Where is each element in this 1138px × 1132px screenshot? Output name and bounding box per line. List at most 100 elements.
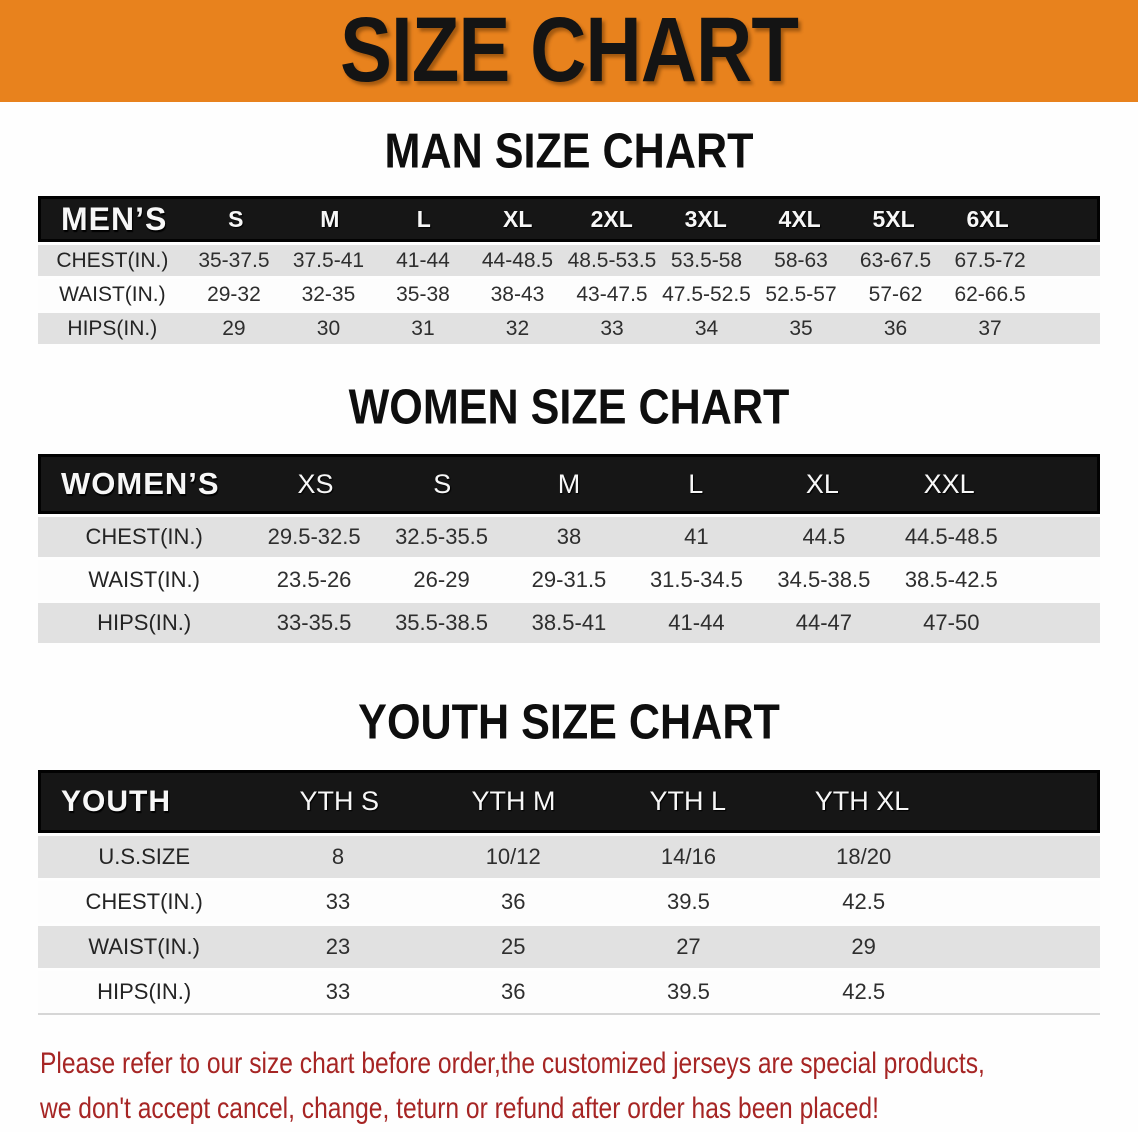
size-cell: 32 — [505, 316, 530, 340]
men-size-table: MEN’S S M L XL 2XL 3XL 4XL 5XL 6XL CHEST(IN.) 35-… — [38, 196, 1100, 344]
column-header: 6XL — [966, 205, 1009, 232]
table-row: HIPS(IN.) 29 30 31 32 33 34 35 36 37 — [38, 313, 1100, 344]
size-cell: 44-47 — [795, 610, 852, 635]
size-cell: 32.5-35.5 — [395, 524, 489, 549]
size-cell: 33 — [325, 889, 351, 914]
row-label: WAIST(IN.) — [88, 567, 200, 592]
banner: SIZE CHART — [0, 0, 1138, 102]
size-cell: 37.5-41 — [292, 248, 365, 272]
column-header: YTH L — [649, 786, 727, 816]
size-cell: 38-43 — [490, 282, 545, 306]
size-cell: 63-67.5 — [859, 248, 932, 272]
size-cell: 32-35 — [301, 282, 356, 306]
size-cell: 44.5-48.5 — [904, 524, 998, 549]
column-header: S — [433, 468, 452, 499]
size-cell: 34 — [694, 316, 719, 340]
size-cell: 23.5-26 — [276, 567, 352, 592]
column-header: YTH S — [299, 786, 380, 816]
size-cell: 29.5-32.5 — [267, 524, 361, 549]
column-header: L — [416, 205, 431, 232]
row-label: CHEST(IN.) — [85, 889, 203, 914]
row-label: CHEST(IN.) — [85, 524, 203, 549]
youth-table-rows: U.S.SIZE 8 10/12 14/16 18/20 CHEST(IN.) 33 36 39… — [38, 836, 1100, 1013]
size-cell: 26-29 — [413, 567, 470, 592]
men-header-label: MEN’S — [61, 200, 168, 237]
column-header: 5XL — [872, 205, 915, 232]
youth-size-table: YOUTH YTH S YTH M YTH L YTH XL U.S.SIZE 8 10/… — [38, 770, 1100, 1015]
column-header: YTH M — [471, 786, 556, 816]
youth-section-heading: YOUTH SIZE CHART — [358, 695, 780, 750]
column-header: M — [320, 205, 340, 232]
size-cell: 42.5 — [842, 889, 886, 914]
size-cell: 29 — [851, 934, 876, 959]
size-cell: 33-35.5 — [276, 610, 352, 635]
size-cell: 31 — [411, 316, 435, 340]
size-cell: 37 — [978, 316, 1002, 340]
row-label: WAIST(IN.) — [59, 282, 166, 306]
table-row: U.S.SIZE 8 10/12 14/16 18/20 — [38, 836, 1100, 878]
row-label: CHEST(IN.) — [56, 248, 169, 272]
size-cell: 8 — [331, 844, 345, 869]
size-cell: 36 — [500, 979, 526, 1004]
size-cell: 44-48.5 — [481, 248, 554, 272]
size-cell: 35-38 — [396, 282, 450, 306]
size-cell: 34.5-38.5 — [777, 567, 871, 592]
column-header: YTH XL — [814, 786, 910, 816]
size-cell: 36 — [500, 889, 526, 914]
women-section-heading: WOMEN SIZE CHART — [348, 380, 790, 435]
size-cell: 29-31.5 — [531, 567, 607, 592]
table-row: HIPS(IN.) 33 36 39.5 42.5 — [38, 971, 1100, 1013]
youth-header-label: YOUTH — [61, 784, 171, 818]
column-header: XXL — [923, 468, 975, 499]
men-section-heading: MAN SIZE CHART — [384, 124, 754, 179]
row-label: HIPS(IN.) — [67, 316, 158, 340]
women-header-label: WOMEN’S — [61, 466, 220, 501]
table-row: CHEST(IN.) 33 36 39.5 42.5 — [38, 881, 1100, 923]
table-row: WAIST(IN.) 23 25 27 29 — [38, 926, 1100, 968]
column-header: 4XL — [778, 205, 821, 232]
size-cell: 38.5-42.5 — [904, 567, 998, 592]
youth-table-header-bar: YOUTH YTH S YTH M YTH L YTH XL — [38, 770, 1100, 833]
column-header: L — [688, 468, 704, 499]
size-cell: 31.5-34.5 — [649, 567, 743, 592]
size-cell: 47.5-52.5 — [662, 282, 751, 306]
size-cell: 29-32 — [207, 282, 261, 306]
table-row: WAIST(IN.) 29-32 32-35 35-38 38-43 43-47.5 47.… — [38, 279, 1100, 310]
size-cell: 29 — [222, 316, 246, 340]
size-cell: 57-62 — [868, 282, 923, 306]
women-table-header-bar: WOMEN’S XS S M L XL XXL — [38, 454, 1100, 514]
column-header: XL — [805, 468, 839, 499]
men-table-header-bar: MEN’S S M L XL 2XL 3XL 4XL 5XL 6XL — [38, 196, 1100, 242]
size-cell: 30 — [316, 316, 341, 340]
column-header: XS — [297, 468, 334, 499]
size-cell: 41-44 — [396, 248, 450, 272]
size-cell: 42.5 — [842, 979, 886, 1004]
disclaimer: Please refer to our size chart before or… — [40, 1041, 1100, 1131]
page-title: SIZE CHART — [340, 0, 799, 102]
row-label: WAIST(IN.) — [88, 934, 200, 959]
table-row: WAIST(IN.) 23.5-26 26-29 29-31.5 31.5-34.5 34… — [38, 560, 1100, 600]
disclaimer-line-1: Please refer to our size chart before or… — [40, 1047, 985, 1080]
size-cell: 48.5-53.5 — [567, 248, 657, 272]
size-cell: 23 — [325, 934, 351, 959]
size-cell: 33 — [600, 316, 624, 340]
row-label: HIPS(IN.) — [97, 610, 192, 635]
section-women: WOMEN SIZE CHART WOMEN’S XS S M L XL XXL CHES… — [0, 380, 1138, 643]
column-header: S — [228, 205, 244, 232]
size-cell: 47-50 — [923, 610, 980, 635]
men-table-rows: CHEST(IN.) 35-37.5 37.5-41 41-44 44-48.5 48.5… — [38, 245, 1100, 344]
size-cell: 36 — [883, 316, 908, 340]
size-cell: 25 — [500, 934, 526, 959]
size-cell: 33 — [325, 979, 351, 1004]
disclaimer-line-2: we don't accept cancel, change, teturn o… — [40, 1092, 879, 1125]
size-cell: 35-37.5 — [198, 248, 270, 272]
size-cell: 62-66.5 — [954, 282, 1026, 306]
column-header: 3XL — [684, 205, 727, 232]
size-cell: 38 — [556, 524, 582, 549]
size-cell: 52.5-57 — [765, 282, 837, 306]
women-size-table: WOMEN’S XS S M L XL XXL CHEST(IN.) 29.5-32.5 32… — [38, 454, 1100, 643]
column-header: XL — [503, 205, 533, 232]
column-header: M — [557, 468, 581, 499]
section-youth: YOUTH SIZE CHART YOUTH YTH S YTH M YTH L YT… — [0, 695, 1138, 1015]
size-cell: 35 — [789, 316, 813, 340]
